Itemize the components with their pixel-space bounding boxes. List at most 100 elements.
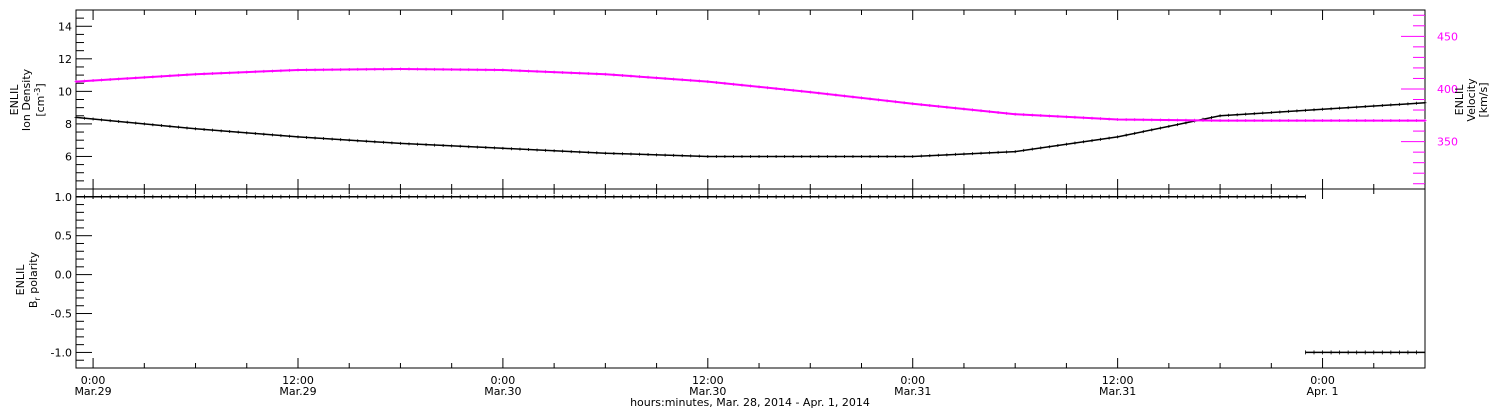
velocity-point [1423,119,1427,123]
density-point [356,139,360,143]
density-point [518,147,522,151]
velocity-point [125,76,129,80]
velocity-point [416,67,420,71]
density-point [1030,147,1034,151]
velocity-point [1355,119,1359,123]
density-point [578,150,582,154]
density-point [552,149,556,153]
velocity-point [322,68,326,72]
density-point [1133,131,1137,135]
density-point [1047,145,1051,149]
velocity-point [100,78,104,82]
velocity-point [1107,117,1111,121]
density-point [834,154,838,158]
density-point [1423,101,1427,105]
density-point [544,148,548,152]
density-point [117,119,121,123]
velocity-point [877,98,881,102]
velocity-point [407,67,411,71]
velocity-point [1150,118,1154,122]
velocity-point [1380,119,1384,123]
velocity-point [253,70,257,74]
velocity-point [714,80,718,84]
density-point [1056,143,1060,147]
velocity-point [535,69,539,73]
velocity-point [603,72,607,76]
velocity-point [194,72,198,76]
density-point [842,154,846,158]
density-point [1355,105,1359,109]
density-point [185,126,189,130]
density-point [996,150,1000,154]
velocity-point [638,75,642,79]
velocity-point [270,69,274,73]
velocity-point [1192,118,1196,122]
density-point [569,150,573,154]
density-tick-label: 6 [65,150,72,163]
velocity-point [834,93,838,97]
density-point [970,152,974,156]
density-point [1235,113,1239,117]
density-point [603,151,607,155]
density-point [390,141,394,145]
velocity-point [1201,118,1205,122]
velocity-point [433,67,437,71]
density-point [373,140,377,144]
polarity-tick-label: -0.5 [51,308,72,321]
density-point [911,154,915,158]
density-point [1175,123,1179,127]
density-point [714,154,718,158]
density-point [561,149,565,153]
velocity-point [450,67,454,71]
velocity-point [390,67,394,71]
velocity-point [330,68,334,72]
velocity-point [1252,119,1256,123]
velocity-point [689,78,693,82]
density-point [1295,109,1299,113]
velocity-point [484,68,488,72]
velocity-point [825,92,829,96]
velocity-point [1321,119,1325,123]
x-tick-date-label: Mar.31 [894,385,931,398]
density-tick-label: 14 [58,20,72,33]
density-point [859,154,863,158]
velocity-title-unit: [km/s] [1477,82,1490,117]
velocity-point [134,76,138,80]
velocity-point [1047,114,1051,118]
density-point [1397,102,1401,106]
velocity-point [706,80,710,84]
density-point [219,129,223,133]
velocity-series-line [75,67,1425,122]
velocity-tick-label: 400 [1437,83,1458,96]
velocity-point [1022,113,1026,117]
velocity-point [279,69,283,73]
velocity-point [1073,115,1077,119]
velocity-point [1099,117,1103,121]
density-point [766,154,770,158]
velocity-point [142,75,146,79]
velocity-point [501,68,505,72]
density-point [245,131,249,135]
density-point [1227,113,1231,117]
density-point [108,119,112,123]
density-point [945,153,949,157]
velocity-point [518,69,522,73]
velocity-point [1218,119,1222,123]
velocity-point [1303,119,1307,123]
velocity-point [236,70,240,74]
velocity-point [919,103,923,107]
density-point [1286,109,1290,113]
velocity-point [723,81,727,85]
velocity-point [561,70,565,74]
velocity-point [766,86,770,90]
density-point [988,151,992,155]
density-point [962,152,966,156]
density-point [330,137,334,141]
velocity-point [1039,114,1043,118]
density-unit-sup: -3 [33,88,42,96]
velocity-point [1158,118,1162,122]
velocity-point [1167,118,1171,122]
density-point [800,154,804,158]
velocity-point [612,73,616,77]
